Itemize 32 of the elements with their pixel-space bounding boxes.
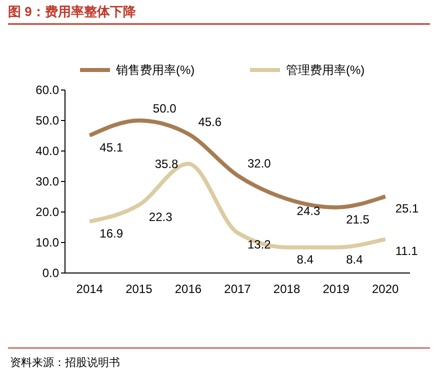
data-label: 25.1 <box>395 201 420 216</box>
data-label: 24.3 <box>296 204 320 218</box>
data-label: 22.3 <box>148 210 173 224</box>
x-tick-label: 2020 <box>372 282 400 296</box>
data-label: 8.4 <box>346 252 364 266</box>
data-label: 32.0 <box>248 156 272 170</box>
x-tick-label: 2018 <box>273 282 300 296</box>
data-label: 45.6 <box>198 114 222 129</box>
y-tick-label: 10.0 <box>36 236 60 250</box>
y-tick-label: 40.0 <box>36 144 60 158</box>
legend-label: 管理费用率(%) <box>286 63 365 78</box>
x-tick-label: 2016 <box>174 282 202 296</box>
x-tick-label: 2015 <box>126 282 153 296</box>
x-tick-label: 2014 <box>76 282 104 296</box>
data-label: 16.9 <box>100 226 124 240</box>
data-label: 11.1 <box>395 244 418 258</box>
text: 资料来源：招股说明书 <box>10 356 120 369</box>
legend-label: 销售费用率(%) <box>115 63 195 78</box>
chart-title: 图 9：费用率整体下降 <box>8 4 137 19</box>
data-label: 50.0 <box>152 102 177 116</box>
x-tick-label: 2017 <box>224 282 252 296</box>
data-label: 13.2 <box>248 238 272 252</box>
y-tick-label: 20.0 <box>36 205 60 220</box>
data-label: 35.8 <box>154 156 179 171</box>
data-label: 45.1 <box>100 140 124 154</box>
data-label: 8.4 <box>296 252 314 266</box>
y-tick-label: 30.0 <box>36 174 60 189</box>
y-tick-label: 0.0 <box>42 266 60 280</box>
y-tick-label: 50.0 <box>36 114 60 128</box>
data-label: 21.5 <box>346 212 370 226</box>
x-tick-label: 2019 <box>322 282 350 296</box>
y-tick-label: 60.0 <box>36 83 60 98</box>
